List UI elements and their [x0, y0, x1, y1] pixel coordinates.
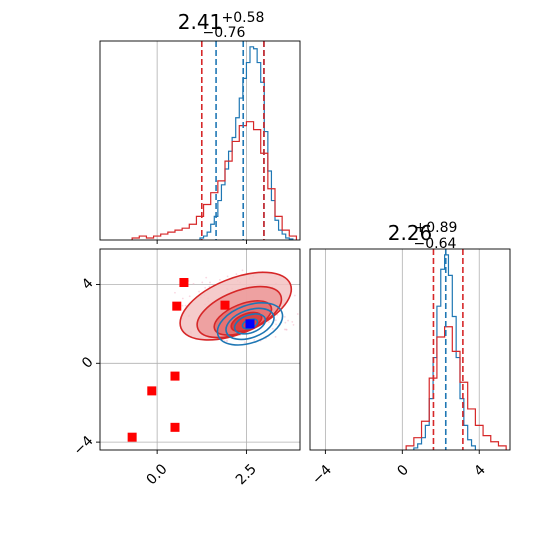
scatter-joint-sample-dot [285, 328, 288, 331]
scatter-joint-sample-dot [174, 291, 176, 294]
scatter-joint-sample-dot [275, 323, 278, 326]
hist-param-1-title-sup: +0.58 [222, 10, 265, 26]
scatter-joint-sample-dot [198, 290, 200, 293]
scatter-joint-sample-dot [209, 281, 211, 284]
scatter-joint-content [127, 269, 308, 442]
scatter-joint-sample-dot [218, 278, 221, 281]
hist-param-2-content [405, 249, 507, 450]
scatter-joint-sample-dot [268, 321, 270, 323]
scatter-joint-frame [99, 248, 301, 451]
scatter-joint-xtick-label-0: 0.0 [144, 461, 171, 488]
hist-param-2-title-sup: +0.89 [415, 220, 458, 236]
scatter-joint-sample-dot [225, 340, 228, 342]
scatter-joint-sample-dot [201, 281, 204, 284]
hist-param-2-panel: −4 0 4 2.26 +0.89 −0.64 [309, 220, 511, 488]
hist-param-1-ticks [156, 240, 247, 244]
scatter-joint-sample-dot [241, 269, 244, 272]
scatter-joint-sample-dot [181, 297, 184, 300]
scatter-joint-sample-dot [271, 327, 274, 330]
hist-param-1-title-value: 2.41 [178, 10, 223, 34]
scatter-joint-sample-dot [274, 319, 277, 322]
scatter-joint-point-0 [179, 278, 189, 287]
scatter-joint-sample-dot [235, 273, 238, 276]
scatter-joint-point-3 [170, 371, 180, 381]
scatter-joint-point-7 [245, 319, 255, 329]
scatter-joint-sample-dot [283, 328, 286, 331]
scatter-joint-sample-dot [303, 305, 305, 307]
scatter-joint-ytick-label-2: 4 [79, 275, 97, 293]
scatter-joint-sample-dot [226, 275, 229, 278]
hist-param-2-title-value: 2.26 [388, 221, 433, 245]
hist-param-1-series-0-step [199, 46, 294, 240]
scatter-joint-panel: 0.0 2.5 −4 0 4 [71, 248, 308, 488]
hist-param-2-series-0-step [413, 254, 476, 450]
scatter-joint-sample-dot [181, 304, 184, 307]
hist-param-2-xtick-label-1: 0 [394, 462, 412, 480]
scatter-joint-point-2 [220, 300, 230, 310]
scatter-joint-ytick-label-0: −4 [71, 433, 97, 459]
scatter-joint-sample-dot [303, 305, 305, 307]
scatter-joint-contour-1-level-1 [225, 307, 275, 341]
scatter-joint-sample-dot [244, 341, 246, 344]
scatter-joint-sample-dot [292, 323, 295, 326]
hist-param-1-title-sub: −0.76 [203, 25, 246, 41]
scatter-joint-sample-dot [296, 313, 299, 315]
scatter-joint-sample-dot [205, 276, 208, 279]
scatter-joint-sample-dot [276, 313, 279, 316]
scatter-joint-sample-dot [287, 319, 289, 322]
scatter-joint-sample-dot [192, 282, 195, 285]
scatter-joint-sample-dot [204, 286, 207, 289]
scatter-joint-point-5 [170, 422, 180, 432]
scatter-joint-sample-dot [253, 338, 256, 341]
scatter-joint-sample-dot [284, 321, 287, 324]
scatter-joint-sample-dot [302, 301, 304, 303]
scatter-joint-sample-dot [188, 295, 191, 298]
hist-param-1-panel: 2.41 +0.58 −0.76 [99, 10, 301, 244]
scatter-joint-sample-dot [208, 285, 211, 288]
scatter-joint-point-1 [172, 301, 182, 311]
scatter-joint-contour-1-level-2 [233, 313, 267, 335]
hist-param-1-title: 2.41 [178, 10, 223, 34]
hist-param-1-content [131, 41, 298, 240]
hist-param-2-xtick-label-0: −4 [309, 462, 335, 488]
scatter-joint-sample-dot [293, 294, 296, 297]
scatter-joint-point-6 [127, 432, 137, 442]
scatter-joint-sample-dot [306, 309, 308, 311]
scatter-joint-sample-dot [184, 304, 187, 307]
hist-param-2-title: 2.26 [388, 221, 433, 245]
scatter-joint-sample-dot [291, 321, 294, 323]
hist-param-2-grid [324, 249, 480, 450]
scatter-joint-contour-1-level-0 [216, 302, 284, 346]
scatter-joint-sample-dot [274, 336, 277, 338]
scatter-joint-sample-dot [304, 307, 306, 309]
hist-param-1-frame [99, 40, 301, 241]
hist-param-2-xtick-label-2: 4 [471, 462, 489, 480]
hist-param-2-ticks: −4 0 4 [309, 450, 489, 488]
scatter-joint-sample-dot [283, 315, 286, 318]
hist-param-2-title-sub: −0.64 [414, 236, 457, 252]
scatter-joint-xtick-label-1: 2.5 [233, 461, 260, 488]
scatter-joint-sample-dot [303, 315, 305, 317]
hist-param-2-series-1-step [405, 326, 507, 450]
hist-param-1-series-1-step [131, 121, 298, 240]
hist-param-2-frame [309, 248, 511, 451]
scatter-joint-ytick-label-1: 0 [79, 354, 97, 372]
scatter-joint-point-4 [147, 386, 157, 396]
